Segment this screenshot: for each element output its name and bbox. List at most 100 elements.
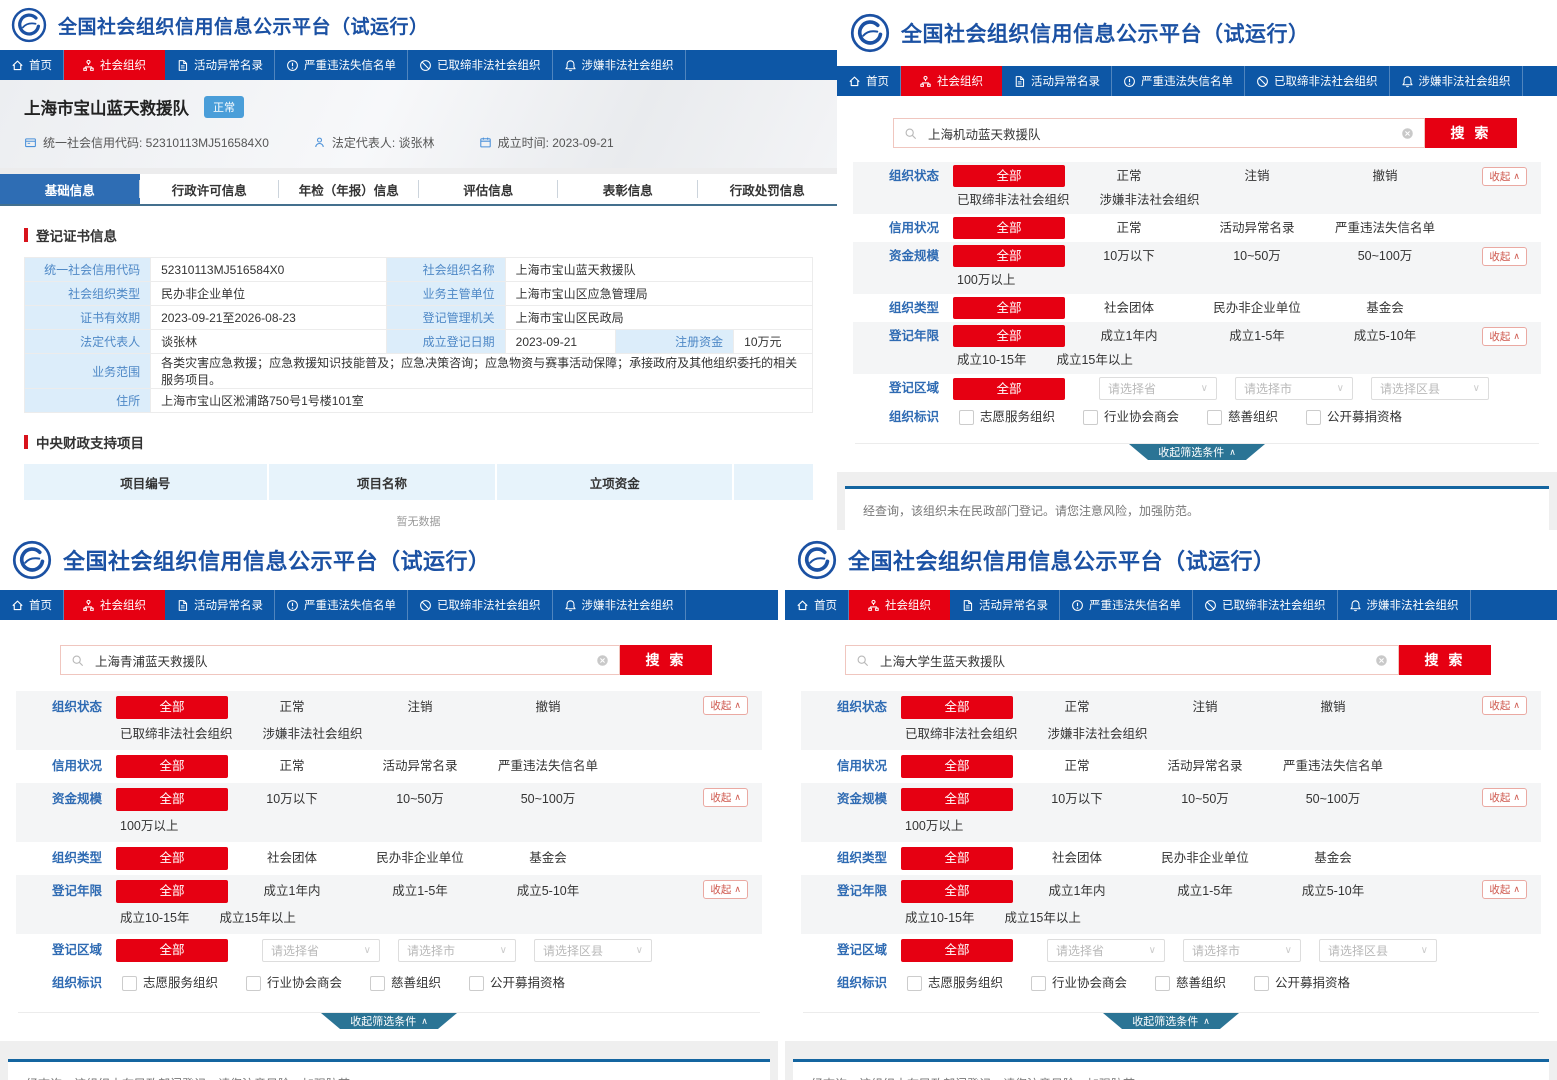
filter-option[interactable]: 社会团体 [1103, 301, 1154, 315]
filter-option[interactable]: 涉嫌非法社会组织 [1047, 727, 1148, 741]
filter-option-all[interactable]: 全部 [116, 847, 228, 870]
filter-option[interactable]: 10万以下 [1103, 249, 1155, 263]
tab-basic-info[interactable]: 基础信息 [0, 174, 140, 204]
filter-option[interactable]: 正常 [1064, 759, 1090, 773]
filter-option[interactable]: 成立10-15年 [120, 911, 190, 925]
checkbox-volunteer-org[interactable]: 志愿服务组织 [122, 972, 218, 994]
search-input[interactable] [93, 652, 587, 668]
checkbox-icon[interactable] [246, 975, 262, 991]
clear-icon[interactable] [1375, 654, 1388, 667]
filter-option[interactable]: 基金会 [529, 851, 567, 865]
filter-option[interactable]: 撤销 [1372, 169, 1398, 183]
filter-option[interactable]: 严重违法失信名单 [1334, 221, 1435, 235]
collapse-row-button[interactable]: 收起 ∧ [1482, 788, 1527, 807]
filter-option-all[interactable]: 全部 [116, 755, 228, 778]
checkbox-icon[interactable] [469, 975, 485, 991]
checkbox-icon[interactable] [1306, 409, 1322, 425]
nav-item-dishonest-list[interactable]: 严重违法失信名单 [275, 50, 408, 80]
tab-admin-penalty[interactable]: 行政处罚信息 [729, 183, 805, 198]
nav-item-social-org[interactable]: 社会组织 [64, 50, 165, 80]
filter-option[interactable]: 撤销 [535, 700, 561, 714]
filter-option-all[interactable]: 全部 [116, 939, 228, 962]
filter-option[interactable]: 已取缔非法社会组织 [957, 193, 1070, 207]
checkbox-industry-assoc[interactable]: 行业协会商会 [1083, 406, 1179, 428]
checkbox-icon[interactable] [370, 975, 386, 991]
filter-option-all[interactable]: 全部 [901, 847, 1013, 870]
search-button[interactable]: 搜 索 [620, 645, 712, 675]
checkbox-icon[interactable] [1207, 409, 1223, 425]
filter-option-all[interactable]: 全部 [116, 696, 228, 719]
filter-option[interactable]: 基金会 [1314, 851, 1352, 865]
filter-option-all[interactable]: 全部 [901, 696, 1013, 719]
filter-option[interactable]: 社会团体 [1051, 851, 1102, 865]
collapse-row-button[interactable]: 收起 ∧ [1482, 696, 1527, 715]
filter-option[interactable]: 撤销 [1320, 700, 1346, 714]
filter-option[interactable]: 成立15年以上 [1004, 911, 1081, 925]
nav-item-suspected-orgs[interactable]: 涉嫌非法社会组织 [1390, 66, 1523, 96]
checkbox-icon[interactable] [1155, 975, 1171, 991]
collapse-filters-button[interactable]: 收起筛选条件 ∧ [1103, 1013, 1239, 1029]
filter-option-all[interactable]: 全部 [901, 880, 1013, 903]
search-button[interactable]: 搜 索 [1399, 645, 1491, 675]
filter-option[interactable]: 成立1年内 [263, 884, 321, 898]
checkbox-icon[interactable] [1031, 975, 1047, 991]
filter-option[interactable]: 活动异常名录 [1167, 759, 1243, 773]
filter-option[interactable]: 100万以上 [957, 273, 1016, 287]
filter-option[interactable]: 涉嫌非法社会组织 [262, 727, 363, 741]
filter-option[interactable]: 活动异常名录 [1219, 221, 1295, 235]
collapse-row-button[interactable]: 收起 ∧ [1482, 247, 1527, 266]
nav-item-social-org[interactable]: 社会组织 [849, 590, 950, 620]
filter-option[interactable]: 成立15年以上 [219, 911, 296, 925]
filter-option[interactable]: 正常 [1064, 700, 1090, 714]
nav-item-home[interactable]: 首页 [0, 590, 64, 620]
filter-option[interactable]: 10~50万 [1233, 249, 1281, 263]
checkbox-public-fundraising[interactable]: 公开募捐资格 [469, 972, 565, 994]
filter-option[interactable]: 涉嫌非法社会组织 [1099, 193, 1200, 207]
tab-commendation[interactable]: 表彰信息 [558, 174, 698, 204]
city-select[interactable]: 请选择市 ∨ [398, 939, 516, 962]
nav-item-home[interactable]: 首页 [0, 50, 64, 80]
clear-icon[interactable] [596, 654, 609, 667]
district-select[interactable]: 请选择区县 ∨ [1371, 377, 1489, 400]
filter-option[interactable]: 正常 [279, 759, 305, 773]
nav-item-suspected-orgs[interactable]: 涉嫌非法社会组织 [1338, 590, 1471, 620]
filter-option-all[interactable]: 全部 [953, 377, 1065, 400]
filter-option-all[interactable]: 全部 [901, 755, 1013, 778]
tab-annual-report[interactable]: 年检（年报）信息 [279, 174, 419, 204]
filter-option[interactable]: 正常 [1116, 221, 1142, 235]
search-input[interactable] [926, 125, 1392, 141]
search-input[interactable] [878, 652, 1366, 668]
city-select[interactable]: 请选择市 ∨ [1235, 377, 1353, 400]
filter-option[interactable]: 严重违法失信名单 [497, 759, 598, 773]
checkbox-charity-org[interactable]: 慈善组织 [370, 972, 441, 994]
province-select[interactable]: 请选择省 ∨ [1099, 377, 1217, 400]
filter-option[interactable]: 成立5-10年 [1353, 329, 1417, 343]
filter-option[interactable]: 注销 [407, 700, 433, 714]
filter-option-all[interactable]: 全部 [901, 939, 1013, 962]
nav-item-dishonest-list[interactable]: 严重违法失信名单 [275, 590, 408, 620]
filter-option[interactable]: 10万以下 [266, 792, 318, 806]
filter-option[interactable]: 50~100万 [1357, 249, 1413, 263]
filter-option[interactable]: 10~50万 [396, 792, 444, 806]
checkbox-charity-org[interactable]: 慈善组织 [1155, 972, 1226, 994]
checkbox-industry-assoc[interactable]: 行业协会商会 [246, 972, 342, 994]
collapse-filters-button[interactable]: 收起筛选条件 ∧ [1129, 444, 1265, 460]
collapse-row-button[interactable]: 收起 ∧ [1482, 327, 1527, 346]
nav-item-home[interactable]: 首页 [785, 590, 849, 620]
filter-option[interactable]: 民办非企业单位 [1161, 851, 1249, 865]
filter-option[interactable]: 成立1-5年 [1229, 329, 1285, 343]
filter-option[interactable]: 50~100万 [520, 792, 576, 806]
filter-option[interactable]: 50~100万 [1305, 792, 1361, 806]
nav-item-abnormal-list[interactable]: 活动异常名录 [165, 50, 275, 80]
collapse-row-button[interactable]: 收起 ∧ [1482, 167, 1527, 186]
province-select[interactable]: 请选择省 ∨ [262, 939, 380, 962]
filter-option[interactable]: 基金会 [1366, 301, 1404, 315]
checkbox-icon[interactable] [959, 409, 974, 425]
collapse-filters-button[interactable]: 收起筛选条件 ∧ [321, 1013, 457, 1029]
checkbox-icon[interactable] [122, 975, 137, 991]
checkbox-icon[interactable] [1083, 409, 1099, 425]
nav-item-suspected-orgs[interactable]: 涉嫌非法社会组织 [553, 590, 686, 620]
collapse-row-button[interactable]: 收起 ∧ [703, 696, 748, 715]
nav-item-banned-orgs[interactable]: 已取缔非法社会组织 [408, 50, 553, 80]
province-select[interactable]: 请选择省 ∨ [1047, 939, 1165, 962]
